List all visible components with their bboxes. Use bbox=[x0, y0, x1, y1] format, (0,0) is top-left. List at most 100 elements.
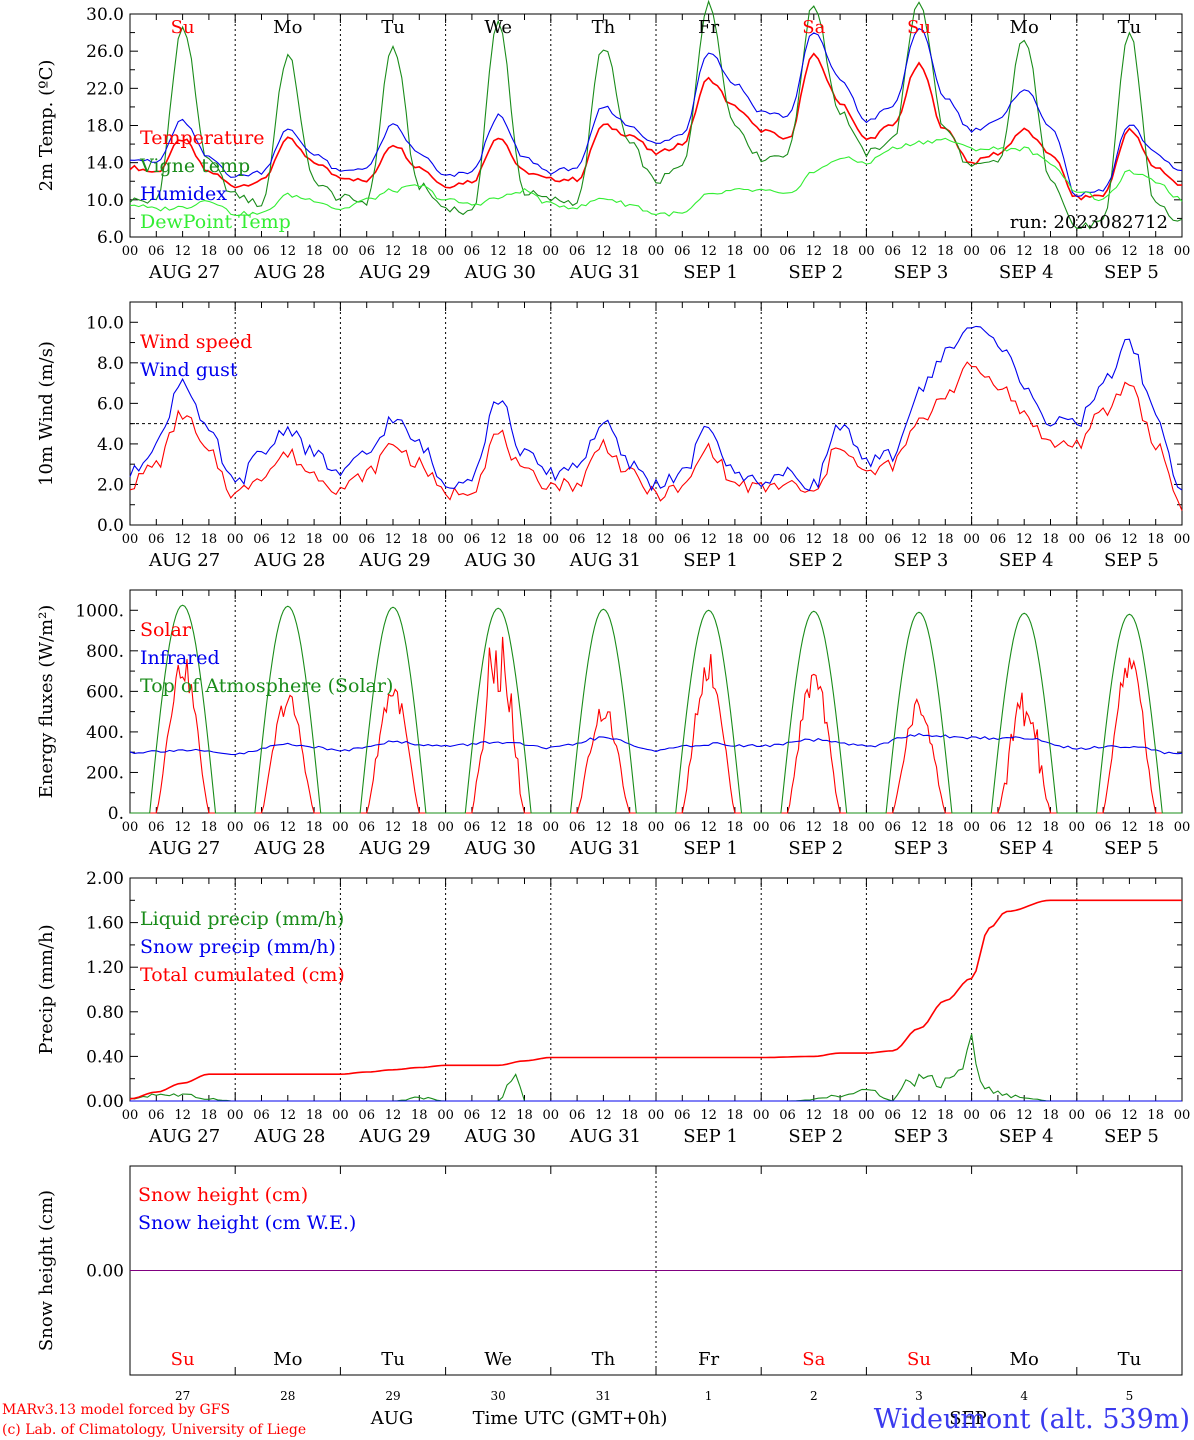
y-tick-label: 26.0 bbox=[86, 42, 124, 62]
y-axis-label: Precip (mm/h) bbox=[36, 924, 57, 1054]
y-tick-label: 0.00 bbox=[86, 1262, 124, 1282]
precip-panel: 00 06 12 18 00 06 12 18 00 06 12 18 00 06 12 18 00 06 12 18… bbox=[36, 869, 1190, 1147]
weekday-label: Sa bbox=[802, 17, 825, 38]
hour-tick-label: 18 bbox=[621, 244, 638, 259]
hour-tick-label: 12 bbox=[490, 244, 507, 259]
date-label: AUG 29 bbox=[358, 1126, 430, 1147]
date-label: AUG 27 bbox=[148, 262, 220, 283]
date-label: SEP 4 bbox=[999, 1126, 1054, 1147]
hour-tick-label: 06 bbox=[464, 820, 481, 835]
hour-tick-label: 06 bbox=[779, 1108, 796, 1123]
series-line-dewpoint-temp bbox=[129, 137, 1183, 217]
hour-tick-label: 12 bbox=[911, 1108, 928, 1123]
hour-tick-label: 00 bbox=[437, 532, 454, 547]
date-label: SEP 5 bbox=[1104, 1126, 1159, 1147]
hour-tick-label: 06 bbox=[358, 532, 375, 547]
hour-tick-label: 12 bbox=[595, 820, 612, 835]
hour-tick-label: 12 bbox=[490, 1108, 507, 1123]
hour-tick-label: 00 bbox=[753, 244, 770, 259]
hour-tick-label: 12 bbox=[385, 244, 402, 259]
hour-tick-label: 06 bbox=[148, 244, 165, 259]
hour-tick-label: 12 bbox=[1121, 244, 1138, 259]
date-label: SEP 2 bbox=[788, 550, 843, 571]
legend-entry: Wind speed bbox=[140, 331, 252, 353]
date-label: SEP 1 bbox=[683, 838, 738, 859]
hour-tick-label: 18 bbox=[832, 1108, 849, 1123]
weekday-label: Tu bbox=[381, 1349, 405, 1370]
hour-tick-label: 00 bbox=[963, 532, 980, 547]
hour-tick-label: 00 bbox=[963, 1108, 980, 1123]
run-label: run: 2023082712 bbox=[1010, 212, 1168, 233]
day-number: 2 bbox=[810, 1389, 818, 1403]
legend-entry: Snow height (cm) bbox=[138, 1184, 308, 1206]
hour-tick-label: 18 bbox=[727, 1108, 744, 1123]
hour-tick-label: 18 bbox=[727, 820, 744, 835]
time-axis-label: Time UTC (GMT+0h) bbox=[473, 1408, 668, 1429]
hour-tick-label: 18 bbox=[832, 820, 849, 835]
hour-tick-label: 12 bbox=[806, 820, 823, 835]
hour-tick-label: 12 bbox=[385, 820, 402, 835]
y-tick-label: 18.0 bbox=[86, 117, 124, 137]
hour-tick-label: 12 bbox=[490, 820, 507, 835]
date-label: AUG 31 bbox=[569, 1126, 641, 1147]
hour-tick-label: 00 bbox=[227, 244, 244, 259]
hour-tick-label: 06 bbox=[674, 1108, 691, 1123]
weekday-label: Mo bbox=[1010, 17, 1039, 38]
hour-tick-label: 18 bbox=[306, 1108, 323, 1123]
hour-tick-label: 18 bbox=[306, 820, 323, 835]
series-line-total-cumulated-cm- bbox=[129, 899, 1182, 1100]
hour-tick-label: 18 bbox=[411, 244, 428, 259]
y-tick-label: 200. bbox=[86, 763, 124, 783]
weekday-label: We bbox=[484, 1349, 512, 1370]
hour-tick-label: 12 bbox=[911, 532, 928, 547]
hour-tick-label: 00 bbox=[332, 820, 349, 835]
hour-tick-label: 06 bbox=[358, 1108, 375, 1123]
weekday-label: Su bbox=[907, 17, 931, 38]
day-number: 3 bbox=[915, 1389, 923, 1403]
energy-panel: 00 06 12 18 00 06 12 18 00 06 12 18 00 06 12 18 00 06 12 18… bbox=[36, 589, 1190, 859]
weekday-label: Sa bbox=[802, 1349, 825, 1370]
hour-tick-label: 18 bbox=[516, 820, 533, 835]
weekday-label: Tu bbox=[381, 17, 405, 38]
y-axis-label: 2m Temp. (ºC) bbox=[36, 60, 57, 192]
hour-tick-label: 06 bbox=[674, 532, 691, 547]
hour-tick-label: 06 bbox=[1095, 244, 1112, 259]
legend-entry: Snow height (cm W.E.) bbox=[138, 1212, 356, 1234]
legend-entry: Humidex bbox=[140, 183, 227, 205]
legend-entry: Vigne temp bbox=[139, 155, 250, 177]
hour-tick-label: 18 bbox=[621, 820, 638, 835]
hour-tick-label: 18 bbox=[1042, 1108, 1059, 1123]
hour-tick-label: 18 bbox=[727, 244, 744, 259]
hour-tick-label: 18 bbox=[516, 532, 533, 547]
weekday-label: Mo bbox=[273, 1349, 302, 1370]
hour-tick-label: 12 bbox=[700, 244, 717, 259]
hour-tick-label: 06 bbox=[569, 244, 586, 259]
day-number: 29 bbox=[385, 1389, 400, 1403]
date-label: SEP 5 bbox=[1104, 838, 1159, 859]
hour-tick-label: 18 bbox=[937, 244, 954, 259]
series-line-temperature bbox=[129, 52, 1182, 201]
legend-entry: Total cumulated (cm) bbox=[140, 964, 345, 986]
date-label: AUG 28 bbox=[253, 838, 325, 859]
day-number: 28 bbox=[280, 1389, 295, 1403]
legend-entry: Wind gust bbox=[140, 359, 238, 381]
date-label: AUG 27 bbox=[148, 550, 220, 571]
date-label: AUG 29 bbox=[358, 262, 430, 283]
y-tick-label: 0.00 bbox=[86, 1092, 124, 1112]
hour-tick-label: 00 bbox=[858, 1108, 875, 1123]
date-label: SEP 2 bbox=[788, 262, 843, 283]
hour-tick-label: 00 bbox=[963, 244, 980, 259]
hour-tick-label: 12 bbox=[806, 532, 823, 547]
day-number: 4 bbox=[1020, 1389, 1028, 1403]
date-label: AUG 27 bbox=[148, 838, 220, 859]
hour-tick-label: 00 bbox=[1174, 532, 1191, 547]
legend-entry: DewPoint Temp bbox=[140, 211, 291, 233]
y-tick-label: 0.80 bbox=[86, 1003, 124, 1023]
y-tick-label: 30.0 bbox=[86, 5, 124, 25]
hour-tick-label: 00 bbox=[543, 532, 560, 547]
hour-tick-label: 00 bbox=[1174, 244, 1191, 259]
hour-tick-label: 12 bbox=[595, 1108, 612, 1123]
hour-tick-label: 06 bbox=[990, 244, 1007, 259]
hour-tick-label: 06 bbox=[1095, 532, 1112, 547]
hour-tick-label: 06 bbox=[1095, 820, 1112, 835]
